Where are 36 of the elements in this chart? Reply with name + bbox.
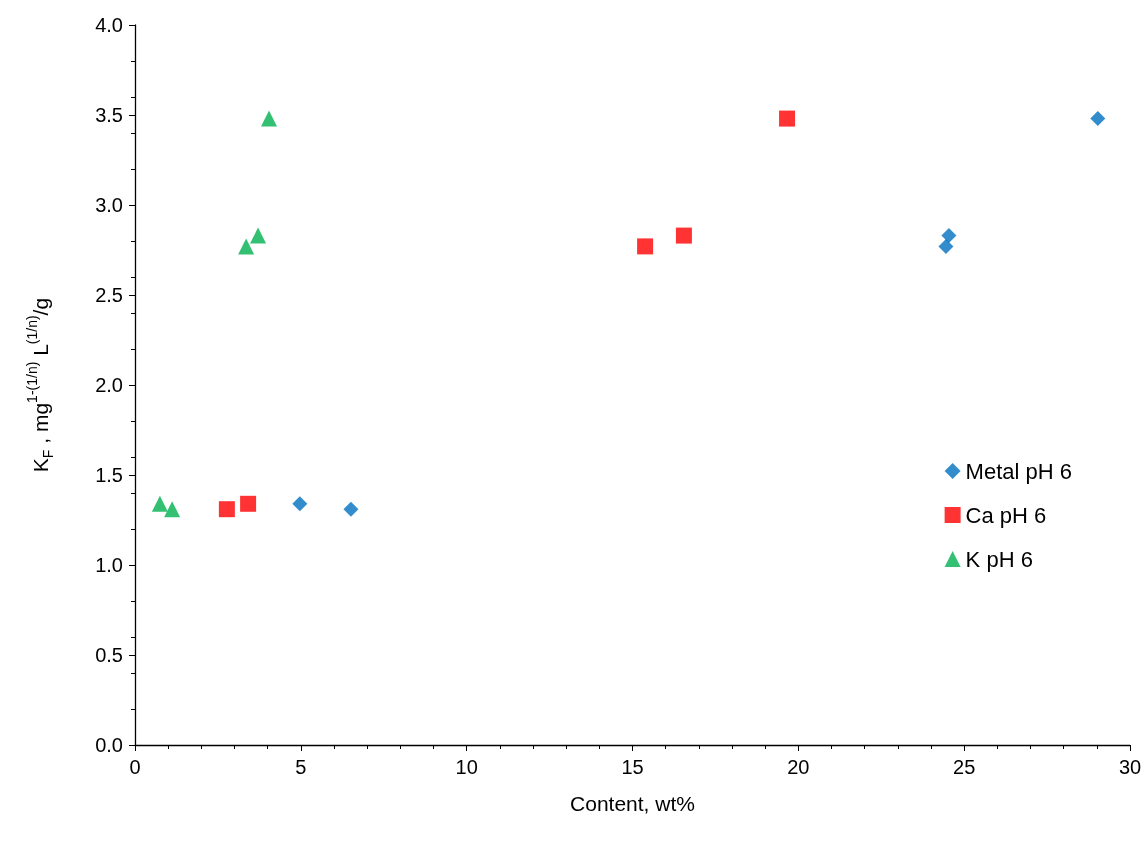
x-tick-label: 25	[953, 756, 976, 778]
y-tick-label: 2.0	[95, 374, 123, 396]
x-tick-label: 30	[1118, 756, 1142, 778]
legend-label: K pH 6	[965, 546, 1033, 572]
point	[151, 495, 168, 512]
point	[292, 496, 308, 512]
point	[941, 228, 957, 244]
y-tick-label: 3.0	[95, 194, 123, 216]
point	[164, 501, 181, 518]
point	[343, 501, 359, 517]
y-tick-label: 2.5	[95, 284, 123, 306]
point	[938, 238, 954, 254]
point	[218, 501, 235, 518]
x-axis-title: Content, wt%	[570, 792, 695, 815]
point	[1090, 111, 1106, 127]
x-tick-label: 0	[129, 756, 141, 778]
point	[637, 238, 654, 255]
y-tick-label: 4.0	[95, 14, 123, 36]
point	[675, 227, 692, 244]
x-tick-label: 15	[621, 756, 644, 778]
point	[238, 238, 255, 255]
y-tick-label: 0.0	[95, 734, 123, 756]
y-tick-label: 1.0	[95, 554, 123, 576]
x-tick-label: 5	[295, 756, 307, 778]
legend-label: Ca pH 6	[965, 502, 1047, 528]
x-tick-label: 20	[787, 756, 810, 778]
point	[260, 110, 277, 127]
y-tick-label: 3.5	[95, 104, 123, 126]
legend-label: Metal pH 6	[965, 458, 1073, 484]
y-tick-label: 0.5	[95, 644, 123, 666]
point	[779, 110, 796, 127]
x-tick-label: 10	[455, 756, 478, 778]
point	[240, 495, 257, 512]
y-tick-label: 1.5	[95, 464, 123, 486]
point	[250, 227, 267, 244]
y-axis-title: KF , mg1-(1/n) L(1/n)/g	[24, 297, 56, 473]
